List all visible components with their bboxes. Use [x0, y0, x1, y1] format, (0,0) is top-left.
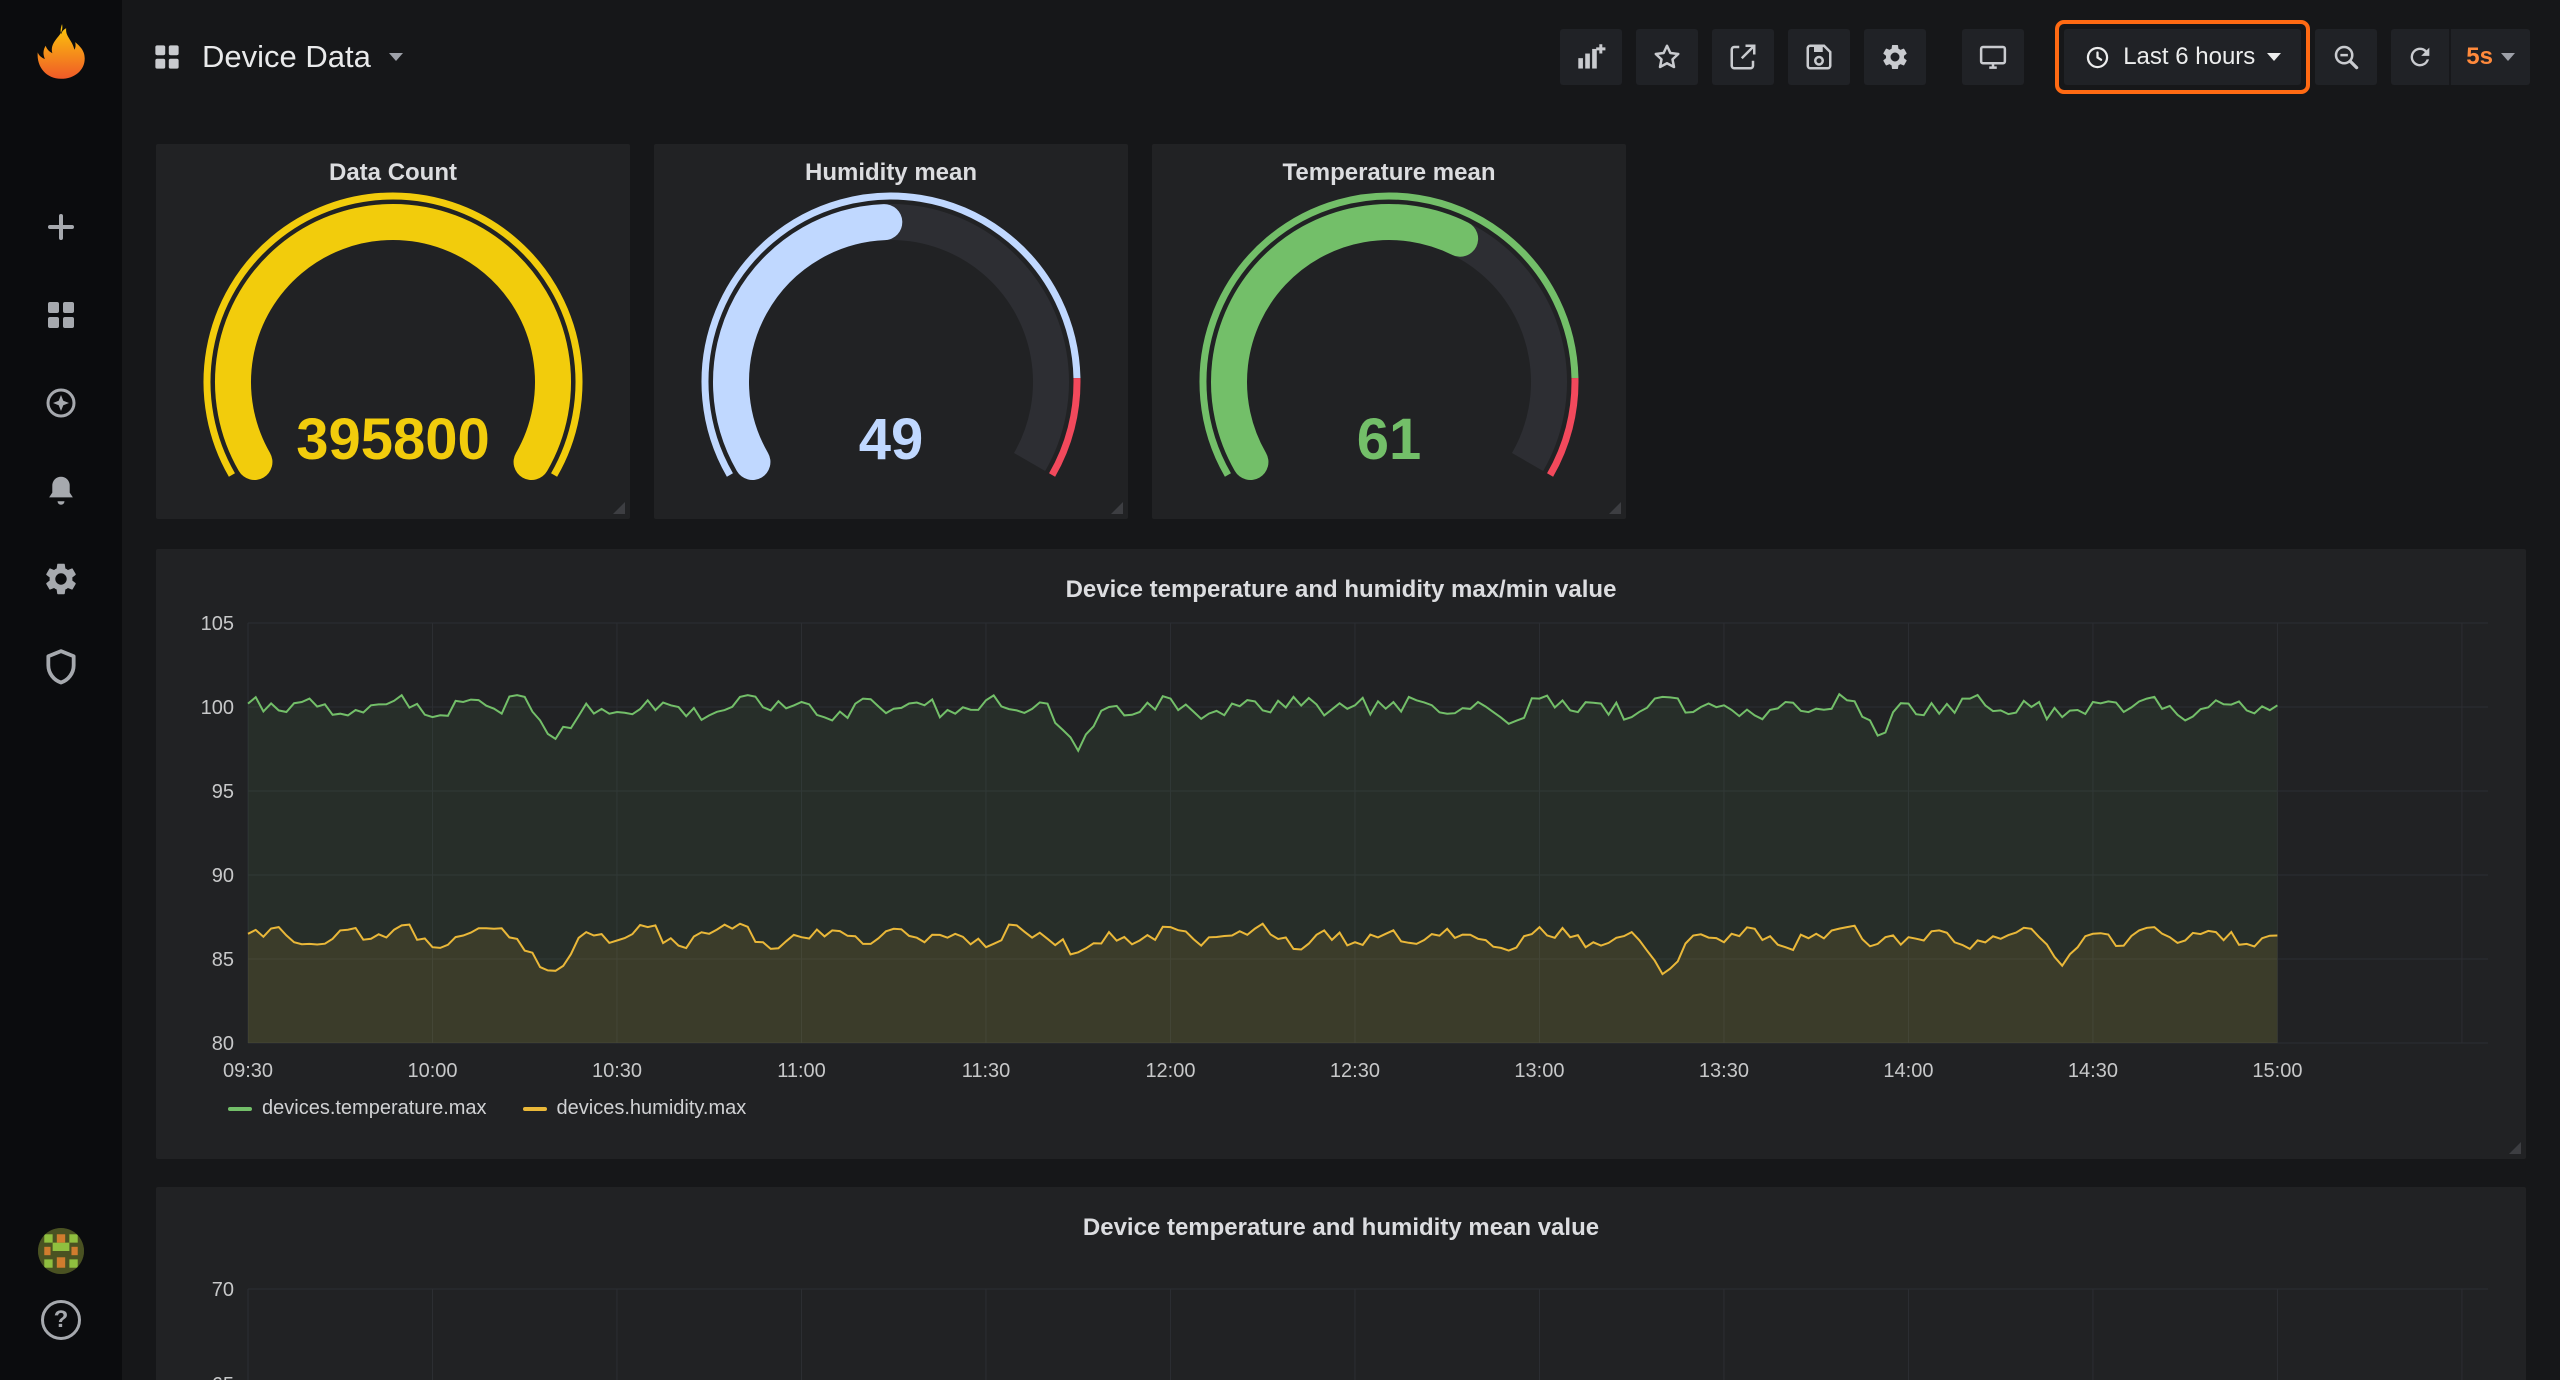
panel-title[interactable]: Device temperature and humidity mean val…: [172, 1199, 2510, 1241]
chevron-down-icon: [389, 53, 403, 61]
plus-icon: [42, 208, 80, 246]
dashboard-settings-button[interactable]: [1864, 29, 1926, 85]
dashboard-grid-icon: [150, 40, 184, 74]
refresh-icon: [2406, 43, 2434, 71]
legend-swatch-green: [228, 1107, 252, 1111]
gauge-value: 61: [1152, 408, 1626, 472]
sidebar-item-configuration[interactable]: [42, 560, 80, 598]
svg-text:95: 95: [212, 781, 234, 803]
panel-title[interactable]: Temperature mean: [1152, 144, 1626, 186]
sidebar: ?: [0, 0, 122, 1380]
sidebar-nav: [42, 208, 80, 686]
sidebar-bottom: ?: [38, 1228, 84, 1340]
svg-text:85: 85: [212, 949, 234, 971]
main-area: Device Data: [122, 0, 2560, 1380]
save-icon: [1804, 42, 1834, 72]
svg-text:12:00: 12:00: [1145, 1060, 1195, 1082]
help-icon[interactable]: ?: [41, 1300, 81, 1340]
time-range-label: Last 6 hours: [2123, 43, 2255, 71]
gauge-row: Data Count 395800 Humidity mean 49 Tempe…: [156, 144, 2526, 519]
svg-text:10:00: 10:00: [407, 1060, 457, 1082]
panel-mean-chart: Device temperature and humidity mean val…: [156, 1187, 2526, 1380]
time-picker-wrap: Last 6 hours: [2064, 29, 2301, 85]
star-button[interactable]: [1636, 29, 1698, 85]
help-glyph: ?: [54, 1306, 69, 1334]
sidebar-item-explore[interactable]: [42, 384, 80, 422]
svg-text:11:30: 11:30: [962, 1060, 1011, 1082]
svg-text:15:00: 15:00: [2252, 1060, 2302, 1082]
panel-max-min-chart: Device temperature and humidity max/min …: [156, 549, 2526, 1159]
tv-mode-button[interactable]: [1962, 29, 2024, 85]
add-panel-button[interactable]: [1560, 29, 1622, 85]
svg-text:70: 70: [212, 1279, 234, 1301]
chart-legend: devices.temperature.max devices.humidity…: [228, 1097, 2510, 1120]
legend-label: devices.humidity.max: [557, 1097, 747, 1120]
svg-text:10:30: 10:30: [592, 1060, 642, 1082]
panel-title[interactable]: Device temperature and humidity max/min …: [172, 561, 2510, 603]
bell-icon: [42, 472, 80, 510]
chevron-down-icon: [2501, 53, 2515, 61]
header-left: Device Data: [150, 39, 403, 75]
svg-text:09:30: 09:30: [223, 1060, 273, 1082]
grafana-dashboard: ? Device Data: [0, 0, 2560, 1380]
svg-text:90: 90: [212, 865, 234, 887]
panel-humidity-mean: Humidity mean 49: [654, 144, 1128, 519]
time-range-picker[interactable]: Last 6 hours: [2064, 29, 2301, 85]
share-icon: [1728, 42, 1758, 72]
svg-text:14:30: 14:30: [2068, 1060, 2118, 1082]
header-toolbar: Last 6 hours: [1560, 29, 2530, 85]
gear-icon: [42, 560, 80, 598]
sidebar-item-create[interactable]: [42, 208, 80, 246]
svg-text:100: 100: [201, 697, 234, 719]
shield-icon: [42, 648, 80, 686]
avatar[interactable]: [38, 1228, 84, 1274]
legend-item-temperature-max[interactable]: devices.temperature.max: [228, 1097, 487, 1120]
save-button[interactable]: [1788, 29, 1850, 85]
star-icon: [1652, 42, 1682, 72]
dashboard-content: Data Count 395800 Humidity mean 49 Tempe…: [122, 114, 2560, 1380]
panel-title[interactable]: Humidity mean: [654, 144, 1128, 186]
gauge-value: 395800: [156, 408, 630, 472]
sidebar-item-admin[interactable]: [42, 648, 80, 686]
svg-text:13:00: 13:00: [1514, 1060, 1564, 1082]
gear-icon: [1880, 42, 1910, 72]
panel-title[interactable]: Data Count: [156, 144, 630, 186]
zoom-out-icon: [2331, 42, 2361, 72]
tv-icon: [1978, 42, 2008, 72]
zoom-out-button[interactable]: [2315, 29, 2377, 85]
legend-swatch-yellow: [523, 1107, 547, 1111]
svg-text:14:00: 14:00: [1883, 1060, 1933, 1082]
svg-text:65: 65: [212, 1374, 234, 1380]
panel-temperature-mean: Temperature mean 61: [1152, 144, 1626, 519]
svg-text:80: 80: [212, 1033, 234, 1055]
refresh-interval-label: 5s: [2466, 43, 2493, 71]
clock-icon: [2084, 44, 2111, 71]
legend-label: devices.temperature.max: [262, 1097, 487, 1120]
refresh-controls: 5s: [2391, 29, 2530, 85]
compass-icon: [42, 384, 80, 422]
refresh-button[interactable]: [2391, 29, 2449, 85]
avatar-image: [38, 1228, 84, 1274]
svg-text:13:30: 13:30: [1699, 1060, 1749, 1082]
sidebar-item-alerting[interactable]: [42, 472, 80, 510]
add-panel-icon: [1576, 42, 1606, 72]
gauge-value: 49: [654, 408, 1128, 472]
dashboard-title[interactable]: Device Data: [202, 39, 371, 75]
timeseries-mean-chart[interactable]: 70 65: [172, 1255, 2508, 1380]
timeseries-max-chart[interactable]: 80 85 90 95 100 105 09:30 10:00 10:30 11:00 11:30 1…: [172, 609, 2508, 1095]
svg-text:105: 105: [201, 613, 234, 635]
dashboards-icon: [42, 296, 80, 334]
panel-data-count: Data Count 395800: [156, 144, 630, 519]
grafana-logo[interactable]: [28, 20, 94, 86]
svg-text:12:30: 12:30: [1330, 1060, 1380, 1082]
share-button[interactable]: [1712, 29, 1774, 85]
svg-text:11:00: 11:00: [777, 1060, 826, 1082]
dashboard-header: Device Data: [122, 0, 2560, 114]
sidebar-item-dashboards[interactable]: [42, 296, 80, 334]
chevron-down-icon: [2267, 53, 2281, 61]
refresh-interval-dropdown[interactable]: 5s: [2451, 29, 2530, 85]
legend-item-humidity-max[interactable]: devices.humidity.max: [523, 1097, 747, 1120]
